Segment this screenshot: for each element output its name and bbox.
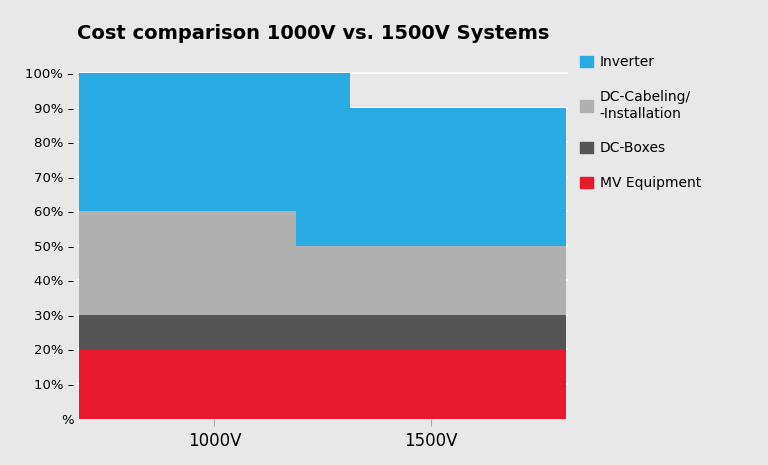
Bar [296, 315, 566, 349]
Bar [79, 349, 349, 418]
Bar [296, 107, 566, 246]
Legend: Inverter, DC-Cabeling/
-Installation, DC-Boxes, MV Equipment: Inverter, DC-Cabeling/ -Installation, DC… [580, 55, 701, 190]
Bar [296, 349, 566, 418]
Bar [79, 211, 349, 315]
Bar [79, 315, 349, 349]
Bar [296, 246, 566, 315]
Bar [79, 73, 349, 211]
Text: Cost comparison 1000V vs. 1500V Systems: Cost comparison 1000V vs. 1500V Systems [77, 24, 549, 43]
